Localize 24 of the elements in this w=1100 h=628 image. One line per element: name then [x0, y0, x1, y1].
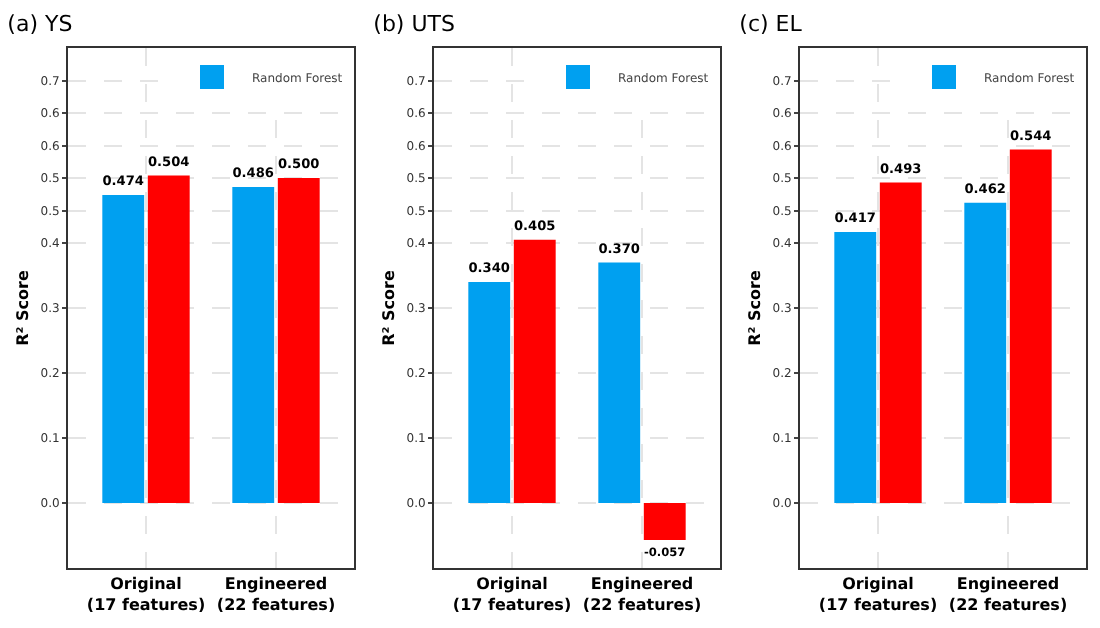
bar: [598, 262, 641, 503]
bar: [1009, 149, 1052, 503]
bar: [834, 231, 877, 503]
bar: [147, 175, 190, 503]
bar: [643, 503, 686, 541]
y-axis-title: R² Score: [13, 269, 32, 346]
x-tick-label: Original (17 features): [452, 575, 572, 614]
x-tick-label: Engineered (22 features): [582, 575, 702, 614]
bar: [232, 187, 275, 503]
x-tick-label: Original (17 features): [86, 575, 206, 614]
y-axis-title: R² Score: [379, 269, 398, 346]
chart-title: (c) EL: [739, 11, 804, 38]
bar: [277, 178, 320, 503]
bar: [513, 239, 556, 503]
bar: [468, 282, 511, 503]
x-tick-label: Engineered (22 features): [948, 575, 1068, 614]
bar: [879, 182, 922, 503]
x-tick-label: Engineered (22 features): [216, 575, 336, 614]
bar: [102, 194, 145, 503]
y-axis-title: R² Score: [745, 269, 764, 346]
chart-title: (a) YS: [7, 11, 73, 38]
chart-title: (b) UTS: [373, 11, 455, 38]
x-tick-label: Original (17 features): [818, 575, 938, 614]
bar: [964, 202, 1007, 503]
